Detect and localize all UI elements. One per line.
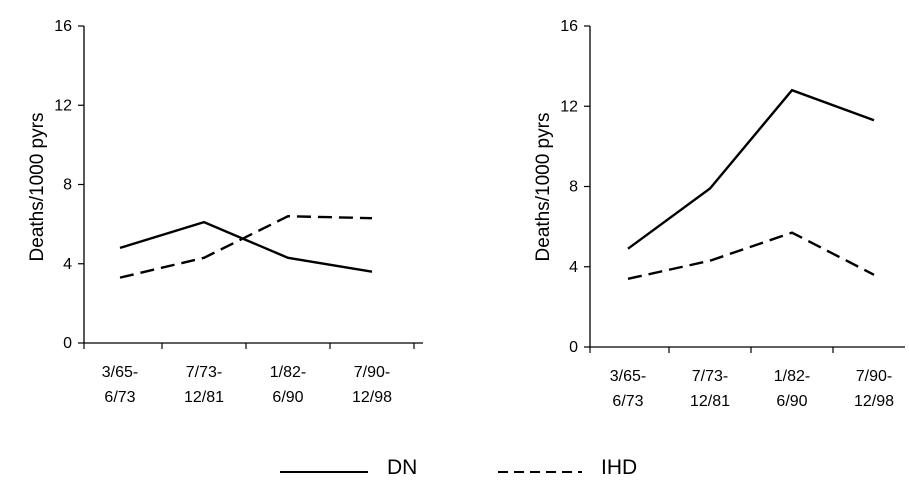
right-x-tick-label: 7/90- (856, 368, 892, 385)
left-x-tick-label: 12/81 (184, 389, 224, 406)
left-y-axis-label: Deaths/1000 pyrs (27, 112, 48, 262)
right-y-tick-label: 4 (569, 259, 578, 276)
left-x-tick-label: 3/65- (102, 364, 138, 381)
right-y-tick-label: 0 (569, 339, 578, 356)
left-x-tick-label: 12/98 (352, 389, 392, 406)
right-y-axis-label: Deaths/1000 pyrs (533, 112, 554, 262)
left-series-ihd-line (119, 214, 373, 279)
right-y-tick-label: 12 (560, 98, 578, 115)
right-x-tick-label: 6/73 (612, 393, 643, 410)
right-series-dn-line (627, 88, 875, 250)
right-x-tick-label: 7/73- (692, 368, 728, 385)
right-y-tick-label: 16 (560, 18, 578, 35)
left-x-tick-label: 6/73 (104, 389, 135, 406)
left-y-tick-label: 16 (54, 18, 72, 35)
legend-ihd-line (498, 471, 582, 473)
left-x-tick-label: 7/90- (354, 364, 390, 381)
right-x-tick-label: 6/90 (776, 393, 807, 410)
right-y-tick-label: 8 (569, 179, 578, 196)
left-x-tick-label: 6/90 (272, 389, 303, 406)
right-x-tick-label: 1/82- (774, 368, 810, 385)
left-y-tick-label: 4 (63, 256, 72, 273)
right-x-tick-label: 12/98 (854, 393, 894, 410)
left-y-tick-label: 8 (63, 177, 72, 194)
left-x-tick-label: 1/82- (270, 364, 306, 381)
left-y-tick-label: 12 (54, 97, 72, 114)
legend-dn-line (280, 471, 368, 473)
right-x-tick-label: 12/81 (690, 393, 730, 410)
left-series-dn-line (119, 220, 373, 273)
right-series-ihd-line (627, 231, 875, 280)
legend-dn-label: DN (387, 456, 418, 479)
right-x-tick-label: 3/65- (610, 368, 646, 385)
legend: DN IHD (280, 456, 710, 492)
left-x-tick-label: 7/73- (186, 364, 222, 381)
left-y-tick-label: 0 (63, 335, 72, 352)
legend-ihd-label: IHD (601, 456, 638, 479)
